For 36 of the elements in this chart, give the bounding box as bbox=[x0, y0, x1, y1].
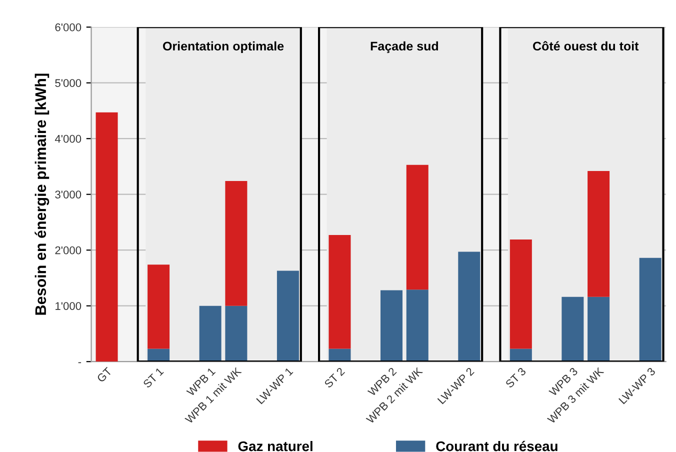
bar bbox=[458, 252, 480, 362]
bar bbox=[148, 348, 170, 362]
y-tick-label: 6'000 bbox=[55, 23, 82, 32]
band-label: Côté ouest du toit bbox=[533, 41, 639, 51]
bar bbox=[276, 270, 299, 362]
y-axis-title: Besoin en énergie primaire [kWh] bbox=[34, 74, 50, 315]
bar bbox=[328, 348, 351, 362]
x-tick-label: ST 1 bbox=[142, 367, 164, 388]
bar bbox=[510, 240, 532, 349]
y-tick-label: 1'000 bbox=[56, 302, 82, 310]
bar bbox=[225, 306, 248, 362]
y-tick-label: - bbox=[78, 362, 82, 364]
band-label: Orientation optimale bbox=[163, 41, 284, 54]
bar bbox=[199, 306, 222, 362]
bar bbox=[639, 258, 662, 362]
x-tick-label: ST 3 bbox=[505, 367, 526, 388]
bar bbox=[328, 235, 351, 349]
bar bbox=[96, 112, 118, 362]
bar bbox=[588, 170, 610, 297]
y-tick-label: 3'000 bbox=[55, 190, 82, 198]
x-tick-label: ST 2 bbox=[324, 367, 346, 388]
bar bbox=[225, 180, 248, 306]
bar bbox=[562, 296, 584, 362]
x-tick-label: GT bbox=[96, 366, 112, 383]
y-tick-label: 2'000 bbox=[55, 246, 82, 254]
bar bbox=[406, 290, 428, 362]
band-label: Façade sud bbox=[370, 41, 438, 54]
legend-label: Courant du réseau bbox=[436, 440, 558, 452]
y-tick-label: 5'000 bbox=[55, 79, 82, 87]
y-tick-label: 4'000 bbox=[54, 134, 82, 143]
bar bbox=[406, 164, 428, 290]
bar bbox=[588, 296, 610, 362]
bar bbox=[148, 264, 170, 349]
bar bbox=[380, 290, 402, 362]
bar bbox=[510, 348, 532, 362]
legend-label: Gaz naturel bbox=[238, 440, 312, 452]
